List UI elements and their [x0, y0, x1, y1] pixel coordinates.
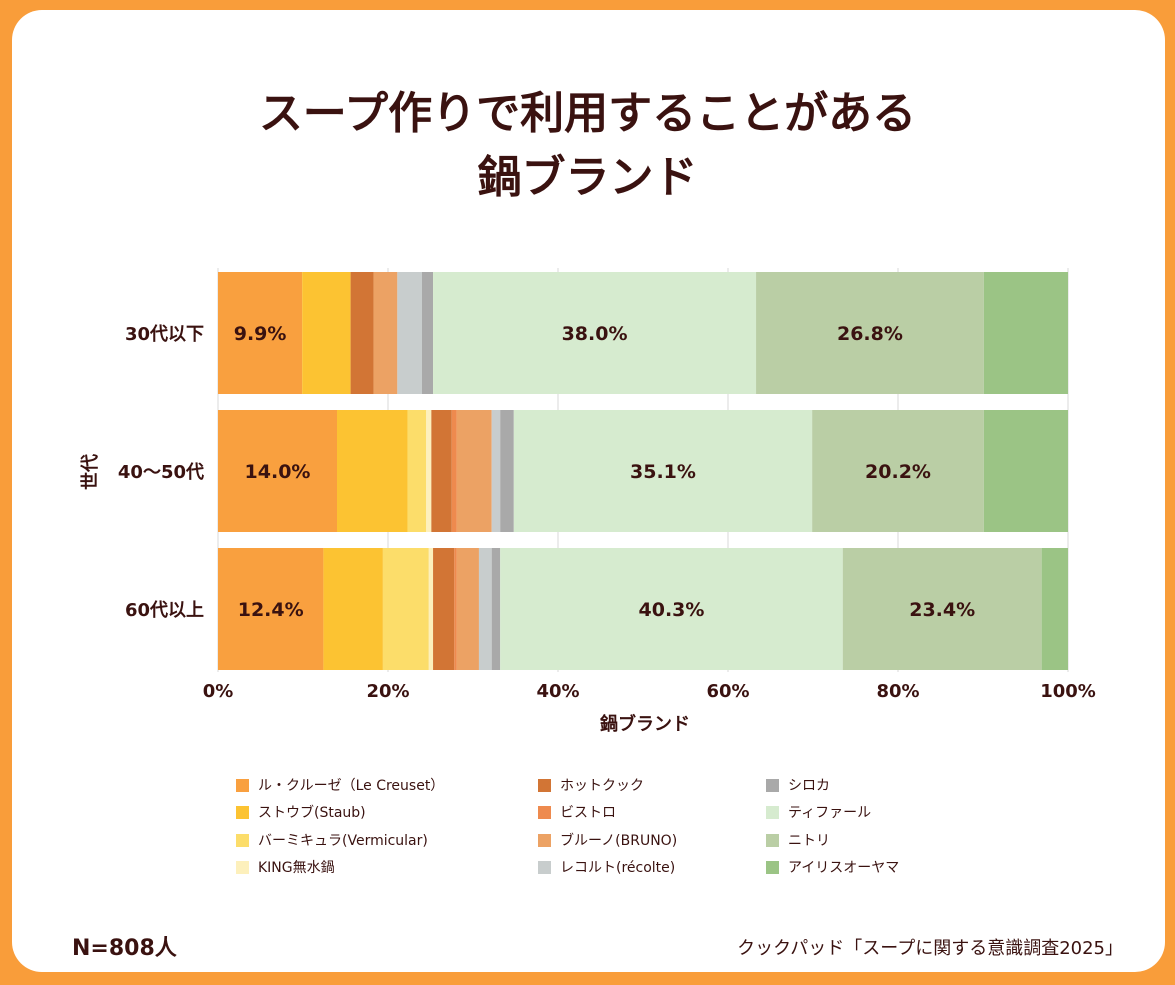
- bar-segment: [433, 272, 757, 394]
- category-label: 30代以下: [125, 324, 204, 345]
- bar-segment: [842, 548, 1042, 670]
- source-label: クックパッド「スープに関する意識調査2025」: [737, 938, 1123, 959]
- legend-label: ブルーノ(BRUNO): [560, 833, 678, 849]
- legend-item: ストウブ(Staub): [236, 802, 366, 822]
- legend-label: レコルト(récolte): [560, 860, 676, 876]
- data-label: 26.8%: [837, 323, 903, 345]
- data-label: 40.3%: [639, 599, 705, 621]
- legend-label: KING無水鍋: [258, 860, 335, 876]
- legend-item: ティファール: [766, 802, 871, 822]
- bar-segment: [513, 410, 813, 532]
- legend-item: アイリスオーヤマ: [766, 857, 899, 877]
- legend-label: アイリスオーヤマ: [788, 860, 900, 876]
- legend-label: バーミキュラ(Vermicular): [258, 833, 428, 849]
- legend-item: シロカ: [766, 775, 830, 795]
- bar-segment: [302, 272, 351, 394]
- legend-swatch: [236, 833, 249, 847]
- sample-size-label: N=808人: [72, 936, 177, 961]
- chart-legend: ル・クルーゼ（Le Creuset） ストウブ(Staub) バーミキュラ(Verm…: [236, 772, 956, 884]
- legend-label: ホットクック: [560, 778, 644, 794]
- category-label: 40〜50代: [118, 462, 204, 483]
- legend-swatch: [766, 778, 779, 792]
- bar-segment: [478, 548, 492, 670]
- data-label: 12.4%: [238, 599, 304, 621]
- legend-item: ビストロ: [538, 802, 616, 822]
- bar-segment: [337, 410, 408, 532]
- bar-segment: [407, 410, 427, 532]
- legend-item: ニトリ: [766, 830, 830, 850]
- legend-item: ホットクック: [538, 775, 644, 795]
- legend-swatch: [538, 860, 551, 874]
- legend-label: ストウブ(Staub): [258, 805, 366, 821]
- y-axis-label: 世代: [80, 454, 101, 490]
- bar-segment: [218, 272, 303, 394]
- category-label: 60代以上: [125, 600, 204, 621]
- bar-segment: [350, 272, 374, 394]
- bar-segment: [433, 548, 455, 670]
- data-label: 23.4%: [909, 599, 975, 621]
- bar-segment: [218, 410, 337, 532]
- x-tick-label: 60%: [706, 681, 749, 702]
- data-label: 35.1%: [630, 461, 696, 483]
- x-tick-label: 20%: [366, 681, 409, 702]
- legend-item: KING無水鍋: [236, 857, 335, 877]
- legend-swatch: [766, 805, 779, 819]
- bar-segment: [454, 548, 457, 670]
- legend-item: ブルーノ(BRUNO): [538, 830, 677, 850]
- bar-segment: [428, 548, 434, 670]
- legend-item: バーミキュラ(Vermicular): [236, 830, 428, 850]
- legend-swatch: [236, 805, 249, 819]
- bar-segment: [323, 548, 383, 670]
- bar-segment: [382, 548, 429, 670]
- bar-segment: [491, 410, 501, 532]
- bar-segment: [451, 410, 457, 532]
- legend-label: ル・クルーゼ（Le Creuset）: [258, 778, 445, 794]
- x-tick-label: 80%: [876, 681, 919, 702]
- bar-segment: [422, 272, 434, 394]
- legend-label: ビストロ: [560, 805, 616, 821]
- data-label: 20.2%: [865, 461, 931, 483]
- bar-segment: [218, 548, 324, 670]
- data-label: 38.0%: [562, 323, 628, 345]
- x-tick-label: 0%: [203, 681, 234, 702]
- legend-swatch: [236, 860, 249, 874]
- bar-segment: [983, 272, 1068, 394]
- legend-swatch: [538, 833, 551, 847]
- bar-segment: [426, 410, 432, 532]
- legend-swatch: [766, 833, 779, 847]
- legend-swatch: [766, 860, 779, 874]
- chart-title: スープ作りで利用することがある 鍋ブランド: [0, 82, 1175, 210]
- x-tick-label: 100%: [1040, 681, 1096, 702]
- title-line-2: 鍋ブランド: [477, 152, 698, 203]
- legend-item: レコルト(récolte): [538, 857, 675, 877]
- bar-segment: [756, 272, 984, 394]
- title-line-1: スープ作りで利用することがある: [258, 88, 917, 139]
- bar-segment: [500, 410, 514, 532]
- bar-segment: [983, 410, 1068, 532]
- x-tick-label: 40%: [536, 681, 579, 702]
- legend-label: ニトリ: [788, 833, 830, 849]
- bar-segment: [373, 272, 398, 394]
- bar-segment: [431, 410, 452, 532]
- bar-segment: [456, 410, 492, 532]
- bar-segment: [397, 272, 422, 394]
- bar-segment: [491, 548, 501, 670]
- legend-swatch: [538, 778, 551, 792]
- bar-segment: [456, 548, 479, 670]
- legend-item: ル・クルーゼ（Le Creuset）: [236, 775, 444, 795]
- legend-label: ティファール: [788, 805, 872, 821]
- bar-segment: [812, 410, 984, 532]
- legend-swatch: [538, 805, 551, 819]
- legend-label: シロカ: [788, 778, 830, 794]
- bar-segment: [1041, 548, 1068, 670]
- data-label: 14.0%: [245, 461, 311, 483]
- legend-swatch: [236, 778, 249, 792]
- x-axis-label: 鍋ブランド: [600, 713, 690, 735]
- bar-segment: [500, 548, 843, 670]
- data-label: 9.9%: [234, 323, 287, 345]
